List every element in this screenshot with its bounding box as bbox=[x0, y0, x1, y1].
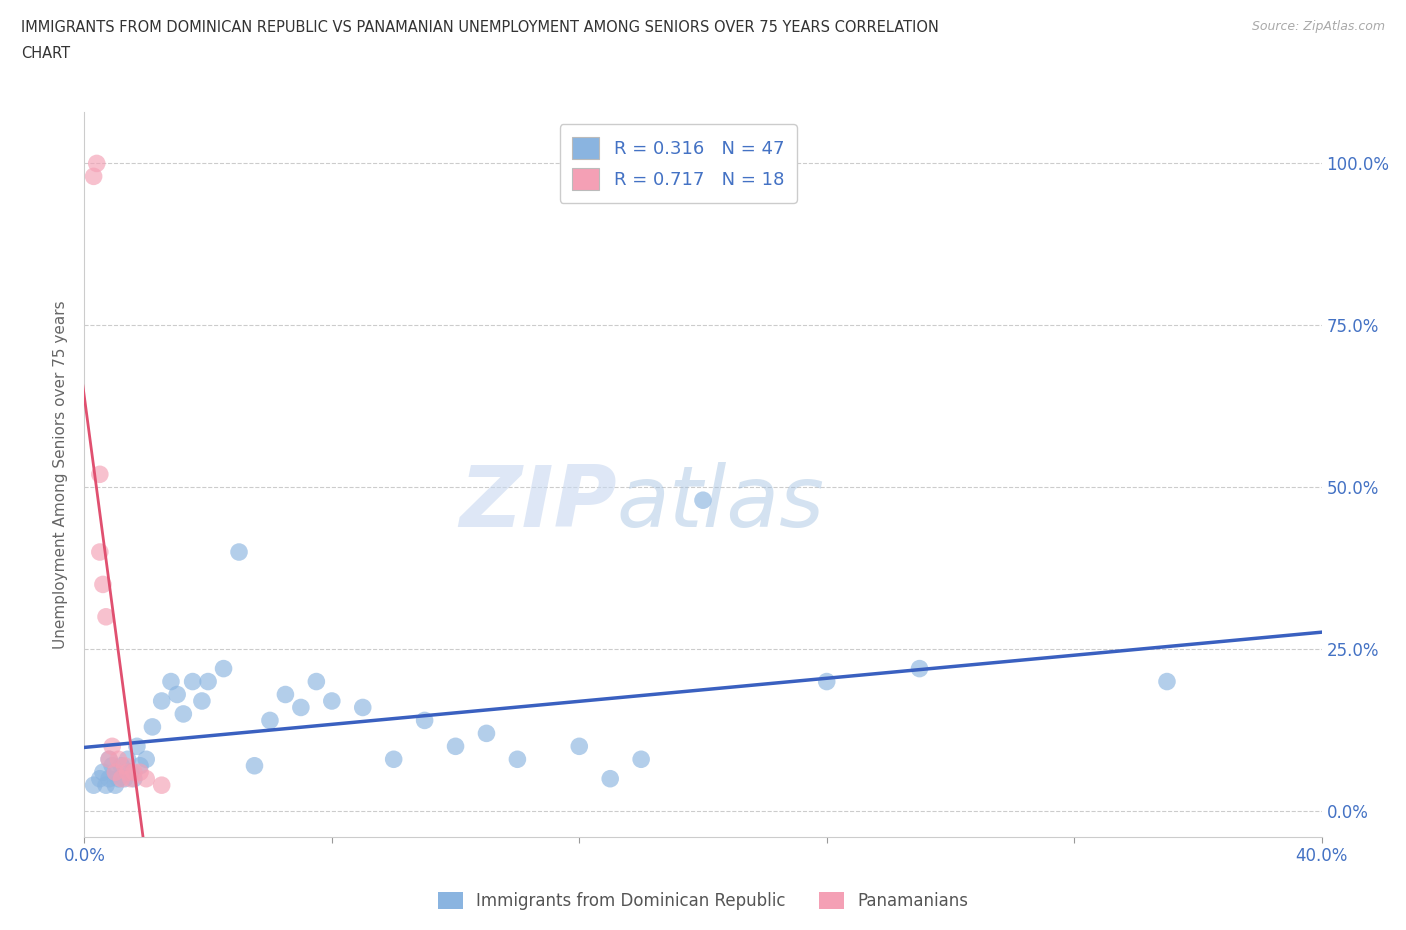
Point bbox=[107, 771, 129, 786]
Point bbox=[104, 777, 127, 792]
Point bbox=[475, 726, 498, 741]
Point bbox=[181, 674, 204, 689]
Point bbox=[191, 694, 214, 709]
Point bbox=[243, 758, 266, 773]
Point bbox=[506, 751, 529, 766]
Legend: R = 0.316   N = 47, R = 0.717   N = 18: R = 0.316 N = 47, R = 0.717 N = 18 bbox=[560, 125, 797, 203]
Point bbox=[83, 169, 105, 184]
Point bbox=[135, 771, 157, 786]
Point bbox=[122, 771, 145, 786]
Point bbox=[692, 493, 714, 508]
Point bbox=[382, 751, 405, 766]
Point bbox=[83, 777, 105, 792]
Point bbox=[114, 771, 136, 786]
Point bbox=[122, 764, 145, 779]
Point bbox=[413, 713, 436, 728]
Point bbox=[120, 771, 142, 786]
Point bbox=[1156, 674, 1178, 689]
Y-axis label: Unemployment Among Seniors over 75 years: Unemployment Among Seniors over 75 years bbox=[53, 300, 69, 648]
Point bbox=[135, 751, 157, 766]
Point bbox=[166, 687, 188, 702]
Point bbox=[150, 777, 173, 792]
Point bbox=[89, 545, 111, 560]
Point bbox=[908, 661, 931, 676]
Text: atlas: atlas bbox=[616, 462, 824, 545]
Text: CHART: CHART bbox=[21, 46, 70, 61]
Point bbox=[104, 764, 127, 779]
Point bbox=[228, 545, 250, 560]
Legend: Immigrants from Dominican Republic, Panamanians: Immigrants from Dominican Republic, Pana… bbox=[432, 885, 974, 917]
Text: Source: ZipAtlas.com: Source: ZipAtlas.com bbox=[1251, 20, 1385, 33]
Point bbox=[150, 694, 173, 709]
Point bbox=[101, 758, 124, 773]
Point bbox=[274, 687, 297, 702]
Point bbox=[125, 738, 148, 753]
Point bbox=[101, 738, 124, 753]
Point bbox=[444, 738, 467, 753]
Point bbox=[110, 771, 132, 786]
Point bbox=[197, 674, 219, 689]
Point bbox=[568, 738, 591, 753]
Point bbox=[160, 674, 183, 689]
Point bbox=[815, 674, 838, 689]
Text: IMMIGRANTS FROM DOMINICAN REPUBLIC VS PANAMANIAN UNEMPLOYMENT AMONG SENIORS OVER: IMMIGRANTS FROM DOMINICAN REPUBLIC VS PA… bbox=[21, 20, 939, 35]
Point bbox=[91, 577, 114, 591]
Point bbox=[91, 764, 114, 779]
Point bbox=[89, 467, 111, 482]
Point bbox=[86, 156, 108, 171]
Point bbox=[114, 758, 136, 773]
Point bbox=[321, 694, 343, 709]
Point bbox=[107, 751, 129, 766]
Point bbox=[212, 661, 235, 676]
Point bbox=[98, 771, 121, 786]
Point bbox=[141, 720, 163, 735]
Point bbox=[89, 771, 111, 786]
Text: ZIP: ZIP bbox=[458, 462, 616, 545]
Point bbox=[104, 764, 127, 779]
Point bbox=[94, 609, 117, 624]
Point bbox=[259, 713, 281, 728]
Point bbox=[172, 707, 194, 722]
Point bbox=[630, 751, 652, 766]
Point bbox=[599, 771, 621, 786]
Point bbox=[98, 751, 121, 766]
Point bbox=[305, 674, 328, 689]
Point bbox=[94, 777, 117, 792]
Point bbox=[290, 700, 312, 715]
Point bbox=[117, 764, 139, 779]
Point bbox=[117, 751, 139, 766]
Point bbox=[120, 764, 142, 779]
Point bbox=[129, 764, 152, 779]
Point bbox=[129, 758, 152, 773]
Point bbox=[110, 758, 132, 773]
Point bbox=[98, 751, 121, 766]
Point bbox=[352, 700, 374, 715]
